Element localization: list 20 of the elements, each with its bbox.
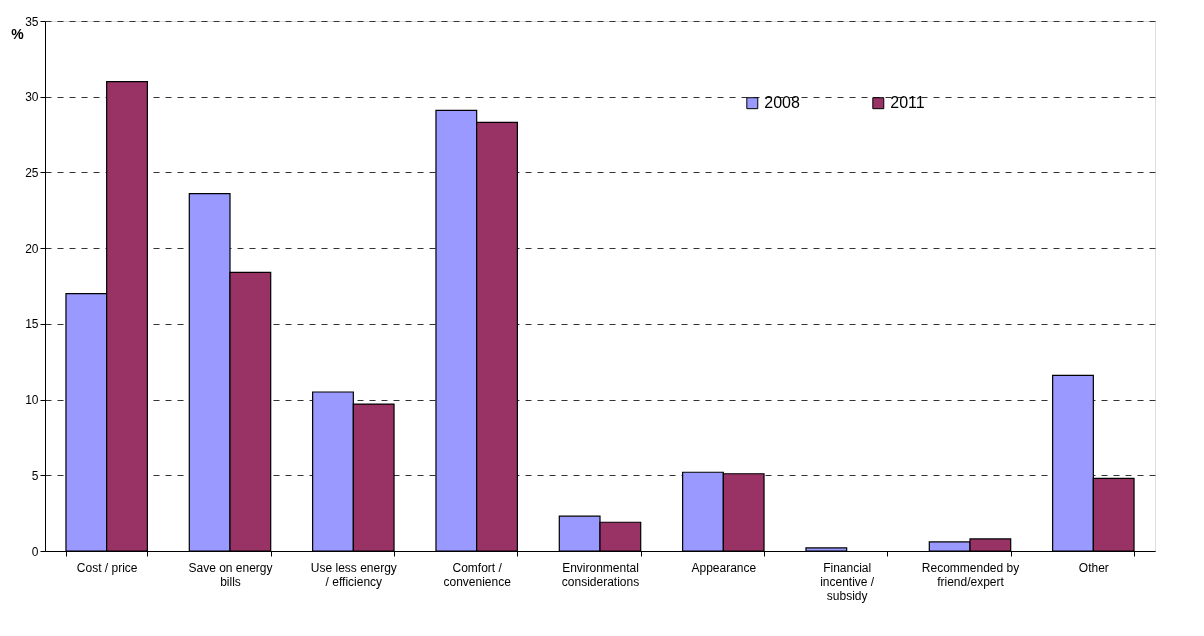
legend-label: 2011 — [890, 94, 925, 112]
y-tick-label: 30 — [25, 90, 39, 105]
legend-label: 2008 — [764, 94, 800, 112]
x-tick-label: Recommended by friend/expert — [921, 560, 1020, 589]
x-tick-label: Save on energy bills — [188, 560, 273, 589]
x-tick-label: Other — [1078, 560, 1109, 575]
y-tick-label: 5 — [31, 468, 39, 483]
x-tick-label: Environmental considerations — [561, 560, 640, 589]
x-tick-label: Financial incentive / subsidy — [820, 560, 875, 603]
y-tick-label: 20 — [25, 241, 39, 256]
y-tick-label: 10 — [25, 393, 39, 408]
x-tick-label: Cost / price — [76, 560, 138, 575]
y-tick-label: 15 — [25, 317, 39, 332]
x-tick-label: Appearance — [691, 560, 757, 575]
y-axis-title: % — [11, 25, 25, 42]
x-tick-label: Comfort / convenience — [443, 560, 512, 589]
x-tick-label: Use less energy / efficiency — [310, 560, 397, 589]
y-tick-label: 35 — [25, 14, 39, 29]
y-tick-label: 0 — [31, 544, 39, 559]
y-tick-label: 25 — [25, 165, 39, 180]
